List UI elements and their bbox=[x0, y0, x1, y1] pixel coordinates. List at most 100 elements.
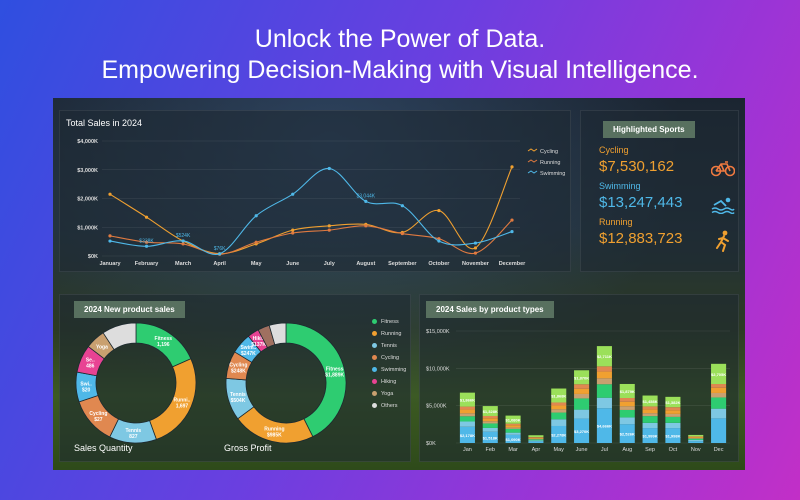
bar-segment-running bbox=[642, 409, 658, 414]
x-tick-label: January bbox=[99, 261, 121, 267]
legend-label: Swimming bbox=[540, 171, 565, 177]
total-sales-title: Total Sales in 2024 bbox=[66, 118, 143, 128]
bar-segment-tennis bbox=[619, 417, 635, 425]
x-tick-label: December bbox=[499, 261, 526, 267]
y-tick-label: $15,000K bbox=[426, 329, 450, 335]
bar-segment-swimming bbox=[482, 431, 498, 443]
data-point bbox=[437, 237, 441, 241]
x-tick-label: June bbox=[286, 261, 299, 267]
legend-swatch bbox=[527, 148, 538, 152]
y-tick-label: $4,000K bbox=[77, 139, 98, 145]
slice-label: Fitness bbox=[155, 336, 173, 342]
sales-quantity-label: Sales Quantity bbox=[74, 443, 133, 453]
x-tick-label: Nov bbox=[691, 447, 701, 453]
legend-dot bbox=[372, 343, 377, 349]
bar-segment-running bbox=[505, 425, 521, 428]
slice-label: $137K bbox=[251, 342, 266, 348]
x-tick-label: September bbox=[388, 261, 417, 267]
bar-segment-yoga bbox=[505, 427, 521, 429]
series-line-running bbox=[109, 219, 513, 255]
series-line-swimming bbox=[109, 167, 513, 256]
new-product-sales-panel: 2024 New product sales Fitness 1,196 Runni… bbox=[59, 294, 411, 462]
bar-bottom-label: $2,278K bbox=[551, 432, 566, 437]
x-tick-label: May bbox=[554, 447, 565, 453]
legend-label: Swimming bbox=[381, 367, 407, 373]
bar-segment-swimming bbox=[665, 428, 681, 443]
bar-segment-others bbox=[665, 396, 681, 408]
bicycle-icon bbox=[711, 161, 735, 177]
bar-segment-fitness bbox=[574, 398, 590, 410]
legend-item-fitness: Fitness bbox=[372, 319, 399, 325]
bar-segment-tennis bbox=[505, 432, 521, 435]
x-tick-label: November bbox=[462, 261, 490, 267]
bar-top-label: $1,328K bbox=[483, 409, 498, 414]
data-point bbox=[218, 252, 222, 256]
slice-label: Cycling bbox=[229, 363, 247, 369]
data-point bbox=[181, 239, 185, 243]
x-tick-label: April bbox=[213, 261, 226, 267]
bar-segment-cycling bbox=[688, 436, 704, 438]
data-point bbox=[510, 218, 514, 222]
legend-dot bbox=[372, 391, 377, 397]
bar-segment-others bbox=[596, 346, 612, 367]
y-tick-label: $5,000K bbox=[426, 404, 447, 410]
pie-slice-others bbox=[102, 322, 137, 351]
slice-label: Swim.. bbox=[240, 345, 256, 351]
slice-label: Se.. bbox=[86, 358, 96, 364]
bar-bottom-label: $1,518K bbox=[483, 435, 498, 440]
bar-top-label: $1,870K bbox=[574, 375, 589, 380]
slice-label: Tennis bbox=[125, 428, 141, 434]
pie-slice-others bbox=[268, 322, 287, 346]
bar-top-label: $1,866K bbox=[460, 398, 475, 403]
slice-label: Hiki.. bbox=[253, 336, 266, 342]
bar-segment-cycling bbox=[619, 398, 635, 402]
bar-segment-others bbox=[505, 415, 521, 424]
bar-segment-tennis bbox=[574, 409, 590, 419]
slice-label: Swi.. bbox=[80, 381, 92, 387]
bar-segment-swimming bbox=[711, 418, 727, 443]
bar-segment-fitness bbox=[596, 384, 612, 398]
data-point bbox=[291, 192, 295, 196]
bar-segment-running bbox=[551, 405, 567, 410]
bar-segment-fitness bbox=[711, 397, 727, 409]
y-tick-label: $0K bbox=[88, 254, 98, 260]
slice-label: $247K bbox=[241, 351, 256, 357]
data-point bbox=[364, 224, 368, 228]
x-tick-label: August bbox=[356, 261, 375, 267]
bar-bottom-label: $2,526K bbox=[620, 432, 635, 437]
bar-segment-swimming bbox=[688, 441, 704, 443]
x-tick-label: Oct bbox=[669, 447, 678, 453]
data-point bbox=[327, 166, 331, 171]
x-tick-label: Mar bbox=[508, 447, 518, 453]
slice-label: Runni.. bbox=[173, 398, 191, 404]
legend-swatch bbox=[527, 159, 538, 163]
bar-segment-others bbox=[711, 363, 727, 385]
x-tick-label: Jan bbox=[463, 447, 472, 453]
bar-segment-cycling bbox=[574, 384, 590, 389]
sales-by-type-panel: 2024 Sales by product types $0K $5,000K $1… bbox=[419, 294, 739, 462]
bar-segment-cycling bbox=[482, 415, 498, 419]
bar-segment-running bbox=[711, 387, 727, 393]
legend-label: Cycling bbox=[381, 355, 400, 361]
slice-label: $1,889K bbox=[325, 373, 344, 379]
bar-top-label: $2,705K bbox=[711, 372, 726, 377]
y-tick-label: $3,000K bbox=[77, 168, 98, 174]
bar-segment-swimming bbox=[574, 418, 590, 443]
highlighted-sports-panel: Highlighted Sports Cycling $7,530,162 Sw… bbox=[580, 110, 739, 272]
bar-segment-others bbox=[688, 434, 704, 437]
bar-segment-yoga bbox=[711, 392, 727, 398]
legend-item-yoga: Yoga bbox=[372, 391, 393, 397]
bar-segment-others bbox=[619, 383, 635, 399]
legend-label: Hiking bbox=[381, 379, 397, 385]
gross-profit-donut: Fitness$1,889K Running$985K Tennis$504K Cyc… bbox=[225, 322, 347, 444]
data-point bbox=[327, 228, 331, 232]
legend-label: Fitness bbox=[381, 319, 399, 325]
data-point bbox=[291, 231, 295, 235]
legend-item-hiking: Hiking bbox=[372, 379, 396, 385]
data-point bbox=[144, 244, 149, 248]
bar-segment-fitness bbox=[665, 416, 681, 423]
bar-top-label: $1,382K bbox=[665, 400, 680, 405]
bar-segment-fitness bbox=[505, 428, 521, 433]
data-point bbox=[437, 239, 441, 243]
